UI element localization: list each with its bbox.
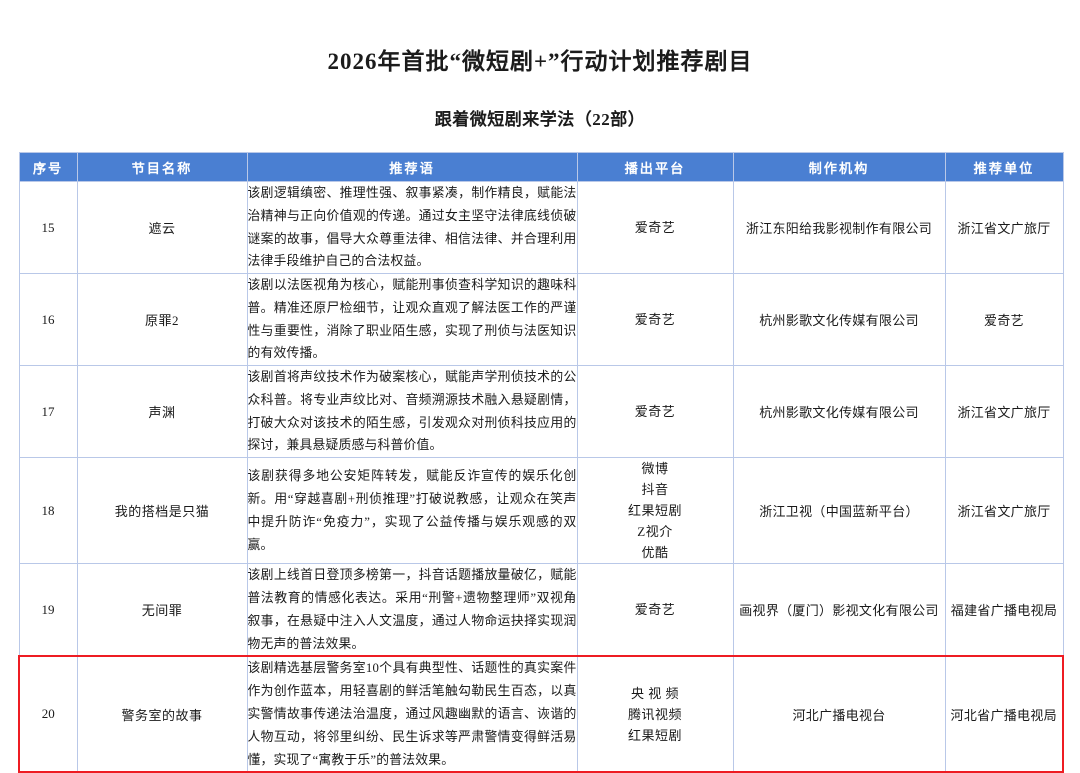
- platform-name: 红果短剧: [627, 503, 682, 519]
- cell-sequence-number: 15: [18, 180, 78, 275]
- cell-producer-organization: 浙江东阳给我影视制作有限公司: [732, 180, 946, 275]
- column-header-name: 节目名称: [76, 152, 248, 182]
- cell-producer-organization: 河北广播电视台: [732, 655, 946, 773]
- platform-name: 爱奇艺: [634, 602, 676, 618]
- platform-name: 抖音: [641, 482, 669, 498]
- platform-name: 优酷: [641, 545, 669, 561]
- cell-recommendation-text: 该剧逻辑缜密、推理性强、叙事紧凑，制作精良，赋能法治精神与正向价值观的传递。通过…: [246, 180, 578, 275]
- column-header-platform: 播出平台: [576, 152, 734, 182]
- platform-name: 爱奇艺: [634, 312, 676, 328]
- platform-name: Z视介: [637, 524, 673, 540]
- column-header-no: 序号: [18, 152, 78, 182]
- cell-recommendation-text: 该剧上线首日登顶多榜第一，抖音话题播放量破亿，赋能普法教育的情感化表达。采用“刑…: [246, 563, 578, 657]
- platform-name: 红果短剧: [627, 727, 682, 743]
- cell-sequence-number: 20: [18, 655, 78, 773]
- recommendation-text: 该剧获得多地公安矩阵转发，赋能反诈宣传的娱乐化创新。用“穿越喜剧+刑侦推理”打破…: [247, 469, 577, 552]
- cell-producer-organization: 浙江卫视（中国蓝新平台）: [732, 457, 946, 565]
- cell-program-name: 遮云: [76, 180, 248, 275]
- platform-name: 央 视 频: [630, 685, 679, 701]
- cell-program-name: 原罪2: [76, 273, 248, 367]
- recommendation-text: 该剧逻辑缜密、推理性强、叙事紧凑，制作精良，赋能法治精神与正向价值观的传递。通过…: [247, 186, 577, 269]
- cell-producer-organization: 画视界（厦门）影视文化有限公司: [732, 563, 946, 657]
- recommendation-text: 该剧以法医视角为核心，赋能刑事侦查科学知识的趣味科普。精准还原尸检细节，让观众直…: [247, 278, 577, 361]
- column-header-desc: 推荐语: [246, 152, 578, 182]
- cell-broadcast-platform: 央 视 频腾讯视频红果短剧: [576, 655, 734, 773]
- table-header-row: 序号 节目名称 推荐语 播出平台 制作机构 推荐单位: [18, 152, 1064, 182]
- cell-program-name: 无间罪: [76, 563, 248, 657]
- cell-broadcast-platform: 爱奇艺: [576, 563, 734, 657]
- table-row: 15 遮云 该剧逻辑缜密、推理性强、叙事紧凑，制作精良，赋能法治精神与正向价值观的传…: [18, 180, 1064, 275]
- recommendation-text: 该剧精选基层警务室10个具有典型性、话题性的真实案件作为创作蓝本，用轻喜剧的鲜活…: [247, 661, 577, 767]
- cell-producer-organization: 杭州影歌文化传媒有限公司: [732, 365, 946, 459]
- table-header: 序号 节目名称 推荐语 播出平台 制作机构 推荐单位: [18, 152, 1064, 182]
- platform-name: 微博: [641, 461, 669, 477]
- column-header-producer: 制作机构: [732, 152, 946, 182]
- cell-program-name: 警务室的故事: [76, 655, 248, 773]
- cell-recommending-unit: 浙江省文广旅厅: [944, 180, 1064, 275]
- cell-broadcast-platform: 爱奇艺: [576, 365, 734, 459]
- cell-program-name: 声渊: [76, 365, 248, 459]
- page-title: 2026年首批“微短剧+”行动计划推荐剧目: [327, 49, 753, 74]
- page-subtitle: 跟着微短剧来学法（22部）: [434, 110, 646, 129]
- cell-recommending-unit: 爱奇艺: [944, 273, 1064, 367]
- cell-sequence-number: 19: [18, 563, 78, 657]
- table-row: 19 无间罪 该剧上线首日登顶多榜第一，抖音话题播放量破亿，赋能普法教育的情感化表达…: [18, 563, 1064, 657]
- document-page: 2026年首批“微短剧+”行动计划推荐剧目 跟着微短剧来学法（22部） 序号 节…: [18, 49, 1064, 773]
- cell-recommending-unit: 河北省广播电视局: [944, 655, 1064, 773]
- platform-name: 腾讯视频: [627, 706, 682, 722]
- recommended-dramas-table: 序号 节目名称 推荐语 播出平台 制作机构 推荐单位 15 遮云 该剧逻辑缜密、推理…: [18, 152, 1064, 773]
- cell-recommending-unit: 浙江省文广旅厅: [944, 365, 1064, 459]
- cell-broadcast-platform: 微博抖音红果短剧 Z视介优酷: [576, 457, 734, 565]
- table-row: 16 原罪2 该剧以法医视角为核心，赋能刑事侦查科学知识的趣味科普。精准还原尸检细节…: [18, 273, 1064, 367]
- cell-program-name: 我的搭档是只猫: [76, 457, 248, 565]
- platform-name: 爱奇艺: [634, 404, 676, 420]
- cell-recommending-unit: 浙江省文广旅厅: [944, 457, 1064, 565]
- cell-sequence-number: 17: [18, 365, 78, 459]
- cell-recommending-unit: 福建省广播电视局: [944, 563, 1064, 657]
- cell-recommendation-text: 该剧获得多地公安矩阵转发，赋能反诈宣传的娱乐化创新。用“穿越喜剧+刑侦推理”打破…: [246, 457, 578, 565]
- table-row: 18 我的搭档是只猫 该剧获得多地公安矩阵转发，赋能反诈宣传的娱乐化创新。用“穿越喜…: [18, 457, 1064, 565]
- cell-broadcast-platform: 爱奇艺: [576, 180, 734, 275]
- cell-sequence-number: 16: [18, 273, 78, 367]
- table-body: 15 遮云 该剧逻辑缜密、推理性强、叙事紧凑，制作精良，赋能法治精神与正向价值观的传…: [18, 180, 1064, 773]
- table-row: 20 警务室的故事 该剧精选基层警务室10个具有典型性、话题性的真实案件作为创作蓝本…: [18, 655, 1064, 773]
- recommendation-text: 该剧上线首日登顶多榜第一，抖音话题播放量破亿，赋能普法教育的情感化表达。采用“刑…: [247, 568, 577, 651]
- cell-producer-organization: 杭州影歌文化传媒有限公司: [732, 273, 946, 367]
- column-header-recommender: 推荐单位: [944, 152, 1064, 182]
- recommendation-text: 该剧首将声纹技术作为破案核心，赋能声学刑侦技术的公众科普。将专业声纹比对、音频溯…: [247, 370, 577, 453]
- table-row: 17 声渊 该剧首将声纹技术作为破案核心，赋能声学刑侦技术的公众科普。将专业声纹比对…: [18, 365, 1064, 459]
- cell-recommendation-text: 该剧以法医视角为核心，赋能刑事侦查科学知识的趣味科普。精准还原尸检细节，让观众直…: [246, 273, 578, 367]
- platform-name: 爱奇艺: [634, 220, 676, 235]
- cell-recommendation-text: 该剧精选基层警务室10个具有典型性、话题性的真实案件作为创作蓝本，用轻喜剧的鲜活…: [246, 655, 578, 773]
- cell-recommendation-text: 该剧首将声纹技术作为破案核心，赋能声学刑侦技术的公众科普。将专业声纹比对、音频溯…: [246, 365, 578, 459]
- cell-sequence-number: 18: [18, 457, 78, 565]
- cell-broadcast-platform: 爱奇艺: [576, 273, 734, 367]
